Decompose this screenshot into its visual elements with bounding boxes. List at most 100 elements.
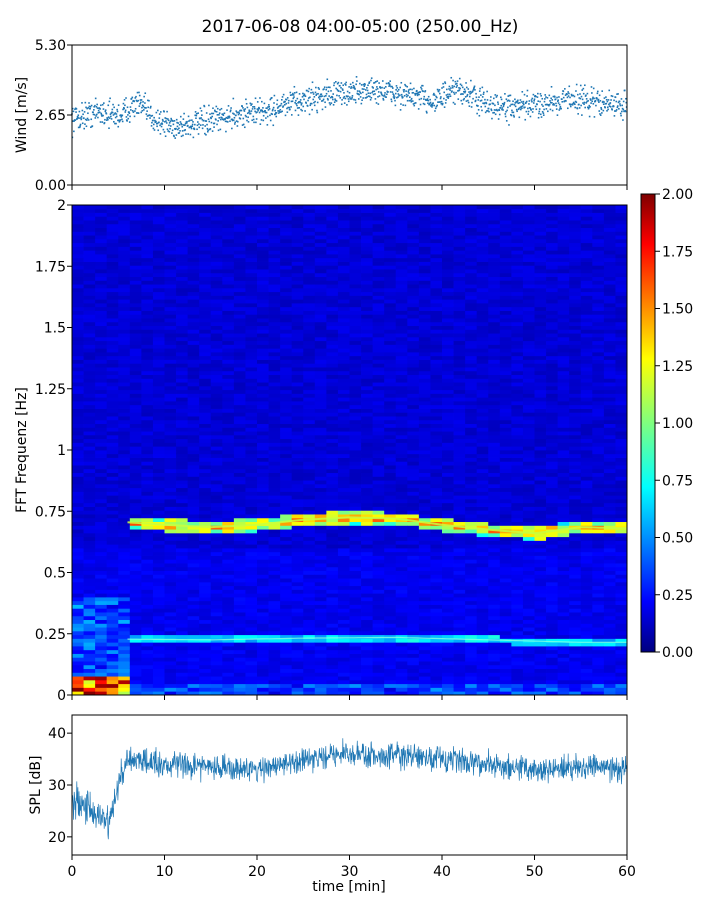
spectrogram-cell <box>210 672 223 677</box>
spectrogram-cell <box>210 318 223 323</box>
spectrogram-cell <box>83 627 96 632</box>
spectrogram-cell <box>199 476 212 481</box>
spectrogram-cell <box>129 510 142 515</box>
wind-point <box>546 103 548 106</box>
spectrogram-cell <box>326 359 339 364</box>
wind-point <box>409 88 411 91</box>
spectrogram-cell <box>314 589 327 594</box>
spectrogram-cell <box>118 235 131 240</box>
spectrogram-cell <box>118 318 131 323</box>
spectrogram-cell <box>303 385 316 391</box>
spectrogram-cell <box>141 649 154 654</box>
spectrogram-cell <box>118 608 131 613</box>
spectrogram-cell <box>222 461 235 466</box>
spectrogram-cell <box>187 548 200 553</box>
wind-point <box>232 112 234 115</box>
wind-point <box>414 94 417 96</box>
wind-point <box>619 103 621 105</box>
spectrogram-cell <box>233 220 246 225</box>
spectrogram-cell <box>95 382 108 387</box>
spectrogram-cell <box>141 687 154 692</box>
spectrogram-cell <box>210 412 223 417</box>
spectrogram-cell <box>326 295 339 300</box>
wind-point <box>561 98 563 100</box>
wind-point <box>608 103 610 106</box>
spectrogram-cell <box>83 408 96 413</box>
wind-point <box>105 112 108 115</box>
spectrogram-cell <box>152 205 165 210</box>
spectrogram-cell <box>233 344 246 349</box>
wind-point <box>303 94 306 97</box>
spectrogram-cell <box>210 246 223 251</box>
spectrogram-cell <box>106 227 119 232</box>
spectrogram-cell <box>176 544 189 549</box>
wind-point <box>241 124 244 126</box>
spectrogram-cell <box>245 412 258 417</box>
spectrogram-cell <box>245 246 258 251</box>
wind-point <box>322 98 325 101</box>
spectrogram-cell <box>176 416 189 421</box>
spectrogram-cell <box>280 291 293 296</box>
spectrogram-cell <box>164 548 177 553</box>
wind-point <box>221 116 223 119</box>
spectrogram-cell <box>106 284 119 289</box>
spectrogram-cell <box>83 250 96 255</box>
spectrogram-cell <box>233 442 246 447</box>
spectrogram-cell <box>164 491 177 496</box>
wind-point <box>303 98 305 101</box>
spectrogram-cell <box>314 619 327 624</box>
wind-point <box>377 103 380 105</box>
spectrogram-cell <box>245 340 258 345</box>
spectrogram-cell <box>118 314 131 319</box>
spectrogram-cell <box>291 374 304 379</box>
wind-point <box>78 110 81 113</box>
wind-point <box>238 111 240 114</box>
spectrogram-cell <box>72 510 84 515</box>
spectrogram-cell <box>164 510 177 515</box>
spectrogram-cell <box>337 412 350 417</box>
spectrogram-cell <box>337 257 350 262</box>
wind-point <box>282 106 284 108</box>
spectrogram-cell <box>337 578 350 583</box>
wind-point <box>287 102 290 104</box>
spectrogram-cell <box>199 566 212 572</box>
spectrogram-cell <box>361 510 374 515</box>
wind-point <box>528 103 530 105</box>
spectrogram-cell <box>257 352 269 357</box>
wind-point <box>93 113 96 116</box>
spectrogram-cell <box>199 615 212 621</box>
wind-point <box>572 102 574 105</box>
spectrogram-cell <box>372 397 385 402</box>
spectrogram-cell <box>280 231 293 236</box>
spectrogram-cell <box>303 465 316 470</box>
wind-point <box>342 89 344 91</box>
spectrogram-cell <box>72 687 84 692</box>
spectrogram-cell <box>83 284 96 289</box>
spectrogram-cell <box>118 355 131 360</box>
wind-point <box>519 106 521 109</box>
wind-point <box>474 89 476 91</box>
spectrogram-cell <box>337 679 350 685</box>
wind-point <box>497 101 499 104</box>
spectrogram-cell <box>199 325 212 330</box>
spectrogram-cell <box>303 499 316 504</box>
spectrogram-cell <box>106 495 119 500</box>
wind-point <box>231 127 233 130</box>
wind-point <box>613 110 616 112</box>
spectrogram-cell <box>314 544 327 549</box>
spectrogram-cell <box>164 608 177 613</box>
spectrogram-cell <box>176 269 189 274</box>
spectrogram-cell <box>314 612 327 617</box>
wind-point <box>356 90 359 92</box>
wind-point <box>295 102 298 105</box>
spectrogram-cell <box>187 676 200 681</box>
wind-point <box>105 119 108 121</box>
spectrogram-cell <box>337 661 350 666</box>
spectrogram-cell <box>326 657 339 662</box>
spectrogram-cell <box>233 419 246 425</box>
wind-point <box>497 118 500 120</box>
spectrogram-cell <box>245 404 258 409</box>
wind-point <box>247 121 250 123</box>
wind-point <box>292 97 295 100</box>
spectrogram-cell <box>72 679 84 685</box>
